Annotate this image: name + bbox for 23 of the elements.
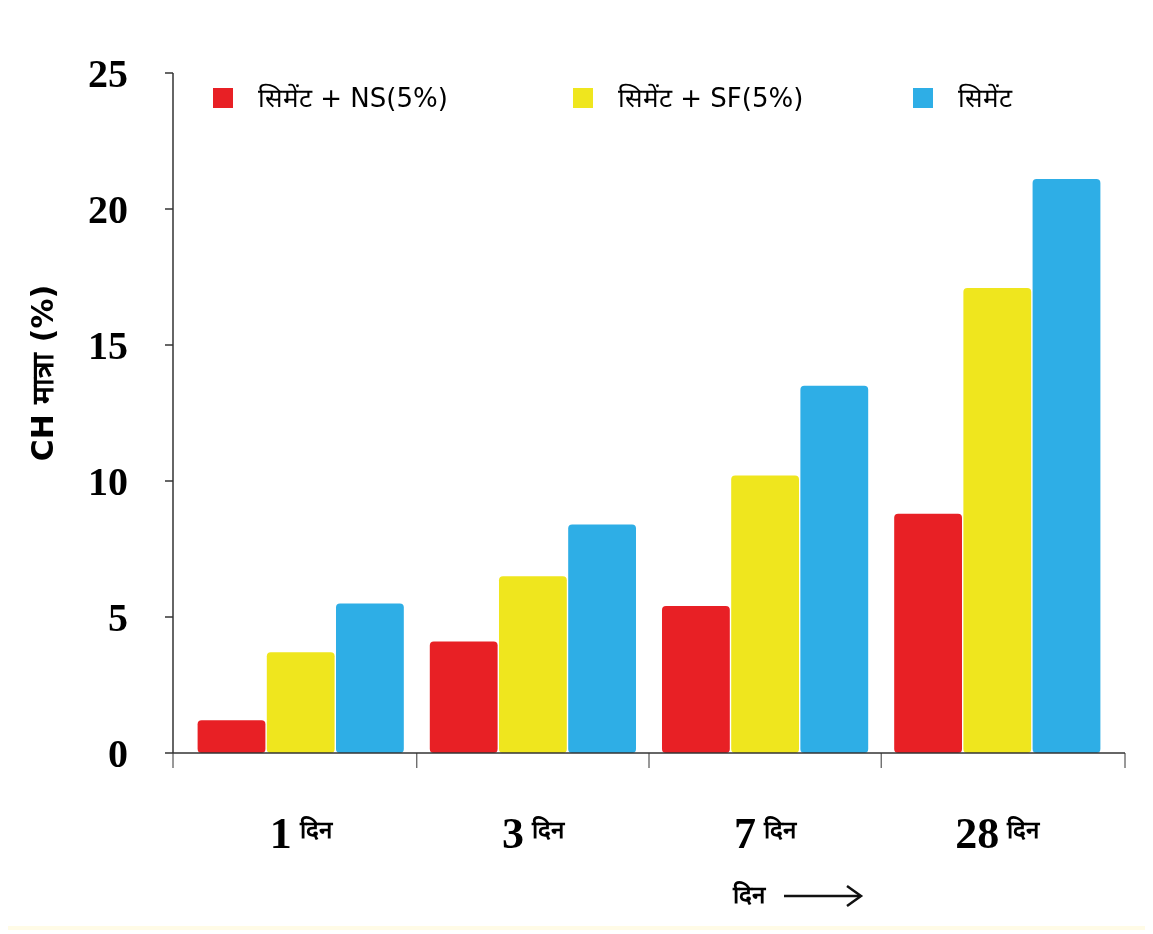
bar xyxy=(266,652,335,753)
y-axis-title: CH मात्रा (%) xyxy=(25,284,60,462)
y-tick-label: 15 xyxy=(88,323,128,368)
bar xyxy=(661,606,730,753)
y-tick-label: 25 xyxy=(88,51,128,96)
bar xyxy=(1032,179,1101,753)
bar xyxy=(429,641,498,753)
y-tick-label: 5 xyxy=(108,595,128,640)
y-tick-label: 0 xyxy=(108,731,128,776)
y-tick-label: 10 xyxy=(88,459,128,504)
legend-label: सिमेंट xyxy=(958,83,1013,114)
bar xyxy=(894,513,962,753)
bar xyxy=(731,475,799,753)
y-tick-label: 20 xyxy=(88,187,128,232)
bar xyxy=(336,603,404,753)
x-axis-title: दिन xyxy=(732,881,767,909)
bar xyxy=(197,720,266,753)
legend-label: सिमेंट + NS(5%) xyxy=(258,83,448,114)
legend-label: सिमेंट + SF(5%) xyxy=(618,83,804,114)
bar xyxy=(963,287,1032,753)
bar xyxy=(568,524,637,753)
bar xyxy=(800,385,869,753)
bar xyxy=(499,576,567,753)
